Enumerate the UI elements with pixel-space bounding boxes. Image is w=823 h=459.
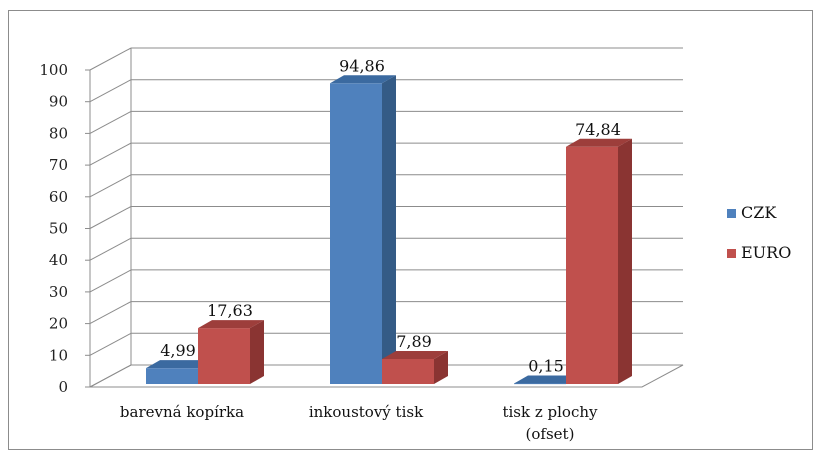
bar-front [382, 358, 434, 384]
legend-swatch-euro [727, 249, 736, 258]
data-label: 4,99 [160, 341, 196, 360]
bar-top [566, 138, 632, 147]
bar-side [382, 75, 396, 385]
y-tick-label: 80 [49, 124, 68, 142]
bar-front [330, 83, 382, 385]
y-tick-label: 30 [49, 283, 68, 301]
gridline-side-80 [89, 110, 132, 134]
bar-top [146, 360, 212, 369]
gridline-side-60 [89, 174, 132, 198]
gridline-side-10 [89, 332, 132, 356]
bar-top [198, 320, 264, 329]
y-tick-label: 70 [49, 156, 68, 174]
data-label: 74,84 [575, 120, 621, 139]
legend-label-euro: EURO [741, 243, 791, 262]
category-label: (ofset) [526, 425, 575, 443]
bar-euro-1 [198, 320, 264, 384]
data-label: 0,15 [528, 357, 564, 376]
bar-czk-2 [330, 75, 396, 385]
y-tick-label: 90 [49, 93, 68, 111]
legend-swatch-czk [727, 209, 736, 218]
category-label: inkoustový tisk [309, 403, 424, 421]
y-tick-label: 40 [49, 251, 68, 269]
bar-euro-2 [382, 350, 448, 384]
gridline-side-40 [89, 237, 132, 261]
legend-label-czk: CZK [741, 203, 777, 222]
category-label: barevná kopírka [120, 403, 244, 421]
bar-top [514, 375, 580, 384]
data-label: 94,86 [339, 56, 385, 75]
gridline-side-30 [89, 269, 132, 293]
bar-top [382, 350, 448, 359]
data-label: 17,63 [207, 301, 253, 320]
y-tick-label: 0 [58, 378, 68, 396]
gridline-side-20 [89, 301, 132, 325]
y-tick-label: 100 [39, 61, 68, 79]
gridline-side-50 [89, 206, 132, 229]
bar-euro-3 [566, 138, 632, 384]
bar-front [198, 328, 250, 384]
y-tick-label: 20 [49, 315, 68, 333]
bar-front [146, 368, 198, 384]
bar-side [250, 320, 264, 384]
data-label: 7,89 [396, 332, 432, 351]
bar-top [330, 75, 396, 84]
bar-side [618, 138, 632, 384]
y-tick-label: 50 [49, 220, 68, 238]
gridline-side-100 [89, 47, 132, 71]
y-tick-label: 10 [49, 346, 68, 364]
chart-floor [89, 364, 684, 388]
bar-front [514, 383, 566, 385]
gridline-side-70 [89, 142, 132, 166]
bar-side [434, 350, 448, 384]
category-label: tisk z plochy [502, 403, 598, 421]
bar-front [566, 146, 618, 384]
gridline-side-90 [89, 79, 132, 103]
y-tick-label: 60 [49, 188, 68, 206]
